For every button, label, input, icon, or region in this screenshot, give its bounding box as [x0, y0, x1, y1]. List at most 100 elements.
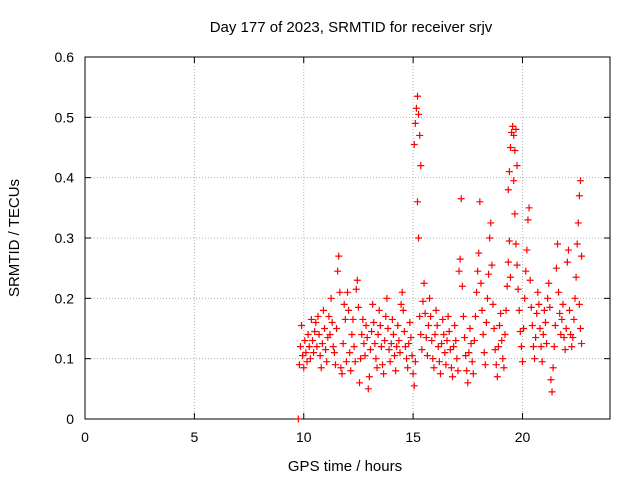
data-point	[568, 343, 576, 351]
data-point	[528, 321, 536, 329]
data-point	[466, 325, 474, 332]
data-point	[464, 379, 472, 387]
data-point	[399, 306, 407, 314]
data-point	[504, 258, 512, 266]
data-point	[321, 325, 329, 332]
data-point	[485, 270, 493, 278]
data-point	[563, 258, 571, 266]
data-point	[326, 331, 334, 339]
data-point	[298, 321, 306, 329]
data-point	[578, 252, 586, 260]
data-point	[490, 325, 498, 332]
data-point	[397, 300, 405, 308]
x-axis: 0 5 10 15 20	[81, 57, 530, 445]
data-point	[574, 219, 582, 227]
data-point	[339, 340, 347, 348]
data-point	[388, 315, 396, 323]
y-axis: 0 0.1 0.2 0.3 0.4 0.5 0.6	[55, 49, 610, 427]
data-point	[370, 318, 378, 326]
data-point	[408, 352, 416, 360]
y-tick-label: 0.1	[55, 351, 75, 367]
data-point	[503, 282, 511, 290]
data-point	[427, 312, 435, 320]
data-point	[546, 303, 554, 311]
data-point	[527, 303, 535, 311]
data-point	[440, 331, 448, 339]
data-point	[441, 349, 449, 357]
data-point	[301, 337, 309, 345]
data-point	[394, 321, 402, 329]
y-tick-label: 0.3	[55, 230, 75, 246]
data-point	[419, 297, 427, 305]
data-point	[520, 325, 528, 332]
data-point	[331, 361, 339, 369]
data-point	[559, 300, 567, 308]
data-point	[479, 331, 487, 339]
data-point	[500, 364, 508, 372]
data-point	[501, 331, 509, 339]
data-point	[570, 315, 578, 323]
data-point	[318, 340, 326, 348]
data-point	[529, 343, 537, 351]
data-point	[340, 300, 348, 308]
data-point	[428, 337, 436, 345]
data-point	[455, 267, 463, 275]
data-point	[516, 328, 524, 336]
x-tick-label: 20	[515, 429, 531, 445]
data-point	[369, 300, 377, 308]
data-point	[536, 325, 544, 332]
data-point	[314, 312, 322, 320]
data-point	[451, 321, 459, 329]
data-point	[519, 358, 526, 366]
data-points	[294, 92, 586, 423]
data-point	[430, 364, 438, 372]
data-point	[295, 361, 303, 369]
data-point	[423, 352, 431, 360]
data-point	[547, 376, 555, 384]
data-point	[576, 325, 584, 332]
data-point	[492, 361, 500, 369]
data-point	[415, 234, 423, 242]
data-point	[522, 267, 530, 275]
data-point	[560, 334, 568, 342]
data-point	[381, 337, 389, 345]
data-point	[556, 309, 564, 317]
data-point	[513, 261, 521, 269]
data-point	[357, 355, 365, 363]
data-point	[316, 352, 324, 360]
data-point	[348, 331, 356, 339]
data-point	[505, 168, 513, 176]
data-point	[432, 306, 440, 314]
data-point	[525, 204, 533, 212]
data-point	[312, 318, 320, 326]
data-point	[341, 315, 349, 323]
data-point	[452, 337, 460, 345]
data-point	[420, 279, 428, 287]
data-point	[336, 288, 344, 296]
data-point	[462, 352, 470, 360]
data-point	[387, 340, 395, 348]
data-point	[471, 312, 479, 320]
data-point	[393, 343, 401, 351]
data-point	[383, 294, 391, 302]
data-point	[521, 294, 529, 302]
y-tick-label: 0.6	[55, 49, 75, 65]
data-point	[335, 252, 343, 260]
data-point	[300, 364, 308, 372]
data-point	[424, 321, 432, 329]
data-point	[476, 198, 484, 206]
data-point	[552, 264, 560, 272]
data-point	[544, 294, 552, 302]
data-point	[385, 346, 393, 354]
x-axis-label: GPS time / hours	[288, 458, 402, 475]
data-point	[467, 340, 475, 348]
data-point	[361, 352, 369, 360]
data-point	[315, 331, 323, 339]
data-point	[533, 309, 541, 317]
data-point	[386, 358, 394, 366]
data-point	[535, 300, 543, 308]
data-point	[358, 331, 366, 339]
data-point	[325, 312, 333, 320]
data-point	[512, 125, 520, 133]
y-tick-label: 0.4	[55, 170, 75, 186]
